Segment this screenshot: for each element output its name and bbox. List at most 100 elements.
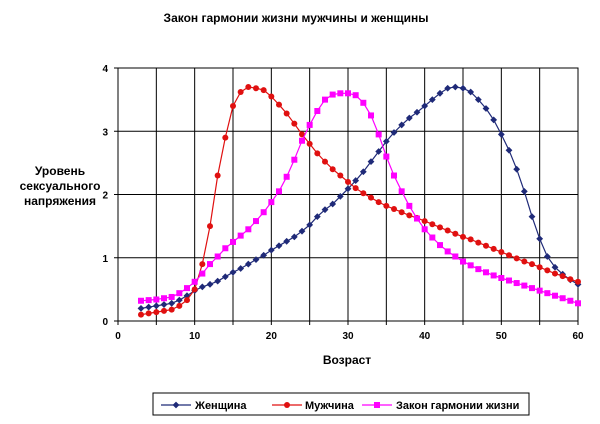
data-point	[368, 112, 374, 119]
x-tick-label: 30	[342, 331, 354, 342]
data-point	[283, 173, 290, 180]
data-point	[405, 114, 413, 122]
data-point	[153, 309, 160, 316]
data-point	[184, 297, 190, 304]
legend-swatch-marker	[284, 402, 290, 408]
data-point	[375, 131, 382, 138]
data-point	[383, 153, 390, 160]
data-point	[451, 83, 459, 91]
data-point	[506, 277, 512, 284]
data-point	[322, 158, 328, 165]
series-line	[140, 86, 579, 309]
data-point	[290, 233, 298, 241]
data-point	[498, 274, 505, 281]
data-point	[567, 276, 574, 283]
data-point	[306, 121, 313, 128]
data-point	[198, 283, 206, 291]
data-point	[291, 156, 298, 163]
data-point	[306, 221, 314, 229]
data-point	[444, 248, 451, 255]
data-point	[267, 246, 275, 254]
data-point	[436, 89, 444, 97]
data-point	[398, 121, 406, 129]
data-point	[283, 237, 291, 245]
data-point	[229, 268, 237, 276]
y-tick-label: 0	[102, 317, 108, 328]
data-point	[498, 249, 505, 256]
data-point	[260, 251, 268, 259]
legend-swatch-marker	[172, 401, 180, 409]
data-point	[253, 218, 259, 225]
data-point	[521, 258, 528, 265]
data-point	[398, 209, 405, 216]
legend-label: Женщина	[194, 400, 247, 412]
y-tick-label: 4	[102, 64, 108, 75]
data-point	[460, 233, 466, 240]
data-point	[221, 273, 229, 281]
legend-item-1: Женщина	[161, 400, 247, 412]
data-point	[207, 261, 213, 268]
data-point	[382, 137, 390, 145]
series-2	[138, 83, 581, 318]
y-axis-title: Уровень сексуального напряжения	[20, 164, 101, 208]
x-tick-label: 60	[572, 331, 584, 342]
legend-label: Мужчина	[305, 400, 355, 412]
data-point	[483, 242, 489, 249]
data-point	[145, 297, 152, 304]
data-point	[520, 187, 528, 195]
data-point	[230, 238, 236, 245]
data-point	[375, 148, 383, 155]
data-point	[244, 260, 252, 268]
data-point	[475, 239, 482, 246]
data-point	[336, 192, 344, 200]
data-point	[207, 223, 213, 230]
data-point	[391, 206, 397, 213]
y-tick-label: 1	[102, 254, 108, 265]
data-point	[161, 307, 167, 314]
x-tick-label: 20	[266, 331, 278, 342]
data-point	[230, 102, 236, 109]
chart-title: Закон гармонии жизни мужчины и женщины	[164, 11, 429, 25]
data-point	[222, 134, 229, 141]
y-axis-title-line: сексуального	[20, 179, 101, 193]
y-tick-labels: 0 1 2 3 4	[102, 64, 108, 328]
x-axis-title: Возраст	[323, 353, 371, 367]
data-point	[252, 256, 260, 264]
data-point	[214, 253, 221, 260]
data-point	[199, 261, 206, 268]
data-point	[452, 253, 459, 260]
data-point	[429, 221, 436, 228]
x-tick-label: 0	[115, 331, 121, 342]
data-point	[552, 292, 558, 299]
data-point	[452, 230, 459, 237]
legend-item-3: Закон гармонии жизни	[362, 400, 519, 412]
data-point	[429, 234, 436, 241]
data-point	[475, 266, 482, 273]
legend-item-2: Мужчина	[272, 400, 355, 412]
data-point	[437, 224, 443, 231]
data-point	[467, 262, 474, 269]
data-point	[329, 166, 336, 173]
data-point	[467, 236, 474, 243]
data-point	[152, 302, 160, 310]
data-point	[168, 293, 175, 300]
data-point	[352, 177, 360, 184]
data-point	[368, 194, 374, 201]
data-point	[360, 190, 367, 197]
data-point	[406, 202, 413, 209]
data-point	[359, 168, 367, 176]
data-point	[153, 296, 160, 303]
data-point	[299, 131, 305, 138]
data-point	[559, 295, 566, 302]
series-group	[137, 83, 582, 318]
series-3	[138, 90, 581, 307]
data-point	[260, 209, 267, 216]
data-point	[329, 200, 337, 208]
y-tick-label: 2	[102, 191, 108, 202]
y-tick-label: 3	[102, 127, 108, 138]
data-point	[191, 278, 198, 285]
data-point	[575, 300, 581, 307]
data-point	[390, 129, 398, 136]
data-point	[214, 277, 222, 285]
